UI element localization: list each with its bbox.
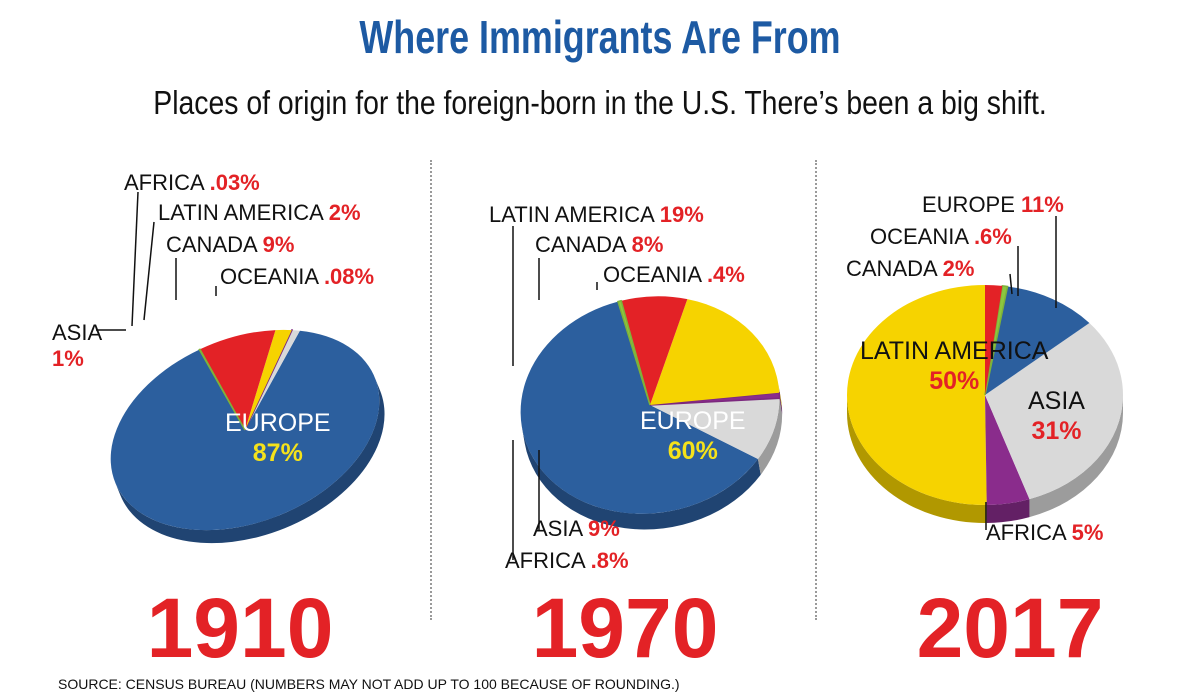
pie-slice-asia (650, 398, 780, 460)
pie-slice-canada (621, 296, 688, 405)
source-note: SOURCE: CENSUS BUREAU (NUMBERS MAY NOT A… (58, 676, 680, 692)
pie-side-europe (521, 427, 761, 530)
pie-slice-africa (649, 391, 781, 406)
chart-2017: EUROPE 11% OCEANIA .6% CANADA 2% LATIN A… (810, 150, 1200, 675)
pie-slice-canada (199, 330, 276, 430)
pie-slice-latin-america (245, 329, 292, 430)
label-asia-1970: ASIA 9% (533, 516, 620, 541)
leader-africa (131, 191, 139, 327)
pie-side-africa (986, 499, 1030, 523)
pie-side-europe (115, 377, 385, 544)
label-latin-america-2017: LATIN AMERICA 50% (860, 337, 1049, 395)
pie-slice-europe (520, 301, 758, 514)
label-latin-america-1910: LATIN AMERICA 2% (158, 200, 361, 225)
pie-slice-asia (985, 323, 1123, 500)
label-europe-2017: EUROPE 11% (922, 192, 1064, 217)
chart-title: Where Immigrants Are From (359, 11, 841, 63)
label-europe-1970: EUROPE 60% (640, 407, 746, 465)
pie-slice-latin-america (847, 285, 987, 505)
pie-1970 (512, 226, 783, 560)
label-canada-1970: CANADA 8% (535, 232, 664, 257)
pie-2017 (847, 216, 1123, 530)
divider-right (815, 160, 817, 620)
pie-side-latin-america (847, 395, 987, 523)
label-asia-1910: ASIA 1% (52, 320, 103, 371)
year-1970: 1970 (531, 581, 719, 675)
chart-1970: LATIN AMERICA 19% CANADA 8% OCEANIA .4% … (425, 150, 825, 675)
year-1910: 1910 (146, 581, 334, 675)
label-africa-1970: AFRICA .8% (505, 548, 629, 573)
pie-slice-oceania (198, 348, 246, 431)
label-europe-1910: EUROPE 87% (225, 409, 331, 467)
label-latin-america-1970: LATIN AMERICA 19% (489, 202, 704, 227)
pie-slice-europe (110, 330, 380, 531)
pie-slice-africa (244, 329, 294, 431)
divider-left (430, 160, 432, 620)
pie-group (520, 296, 783, 530)
label-oceania-2017: OCEANIA .6% (870, 224, 1012, 249)
leader-latin-america (143, 221, 155, 321)
chart-1910: AFRICA .03% LATIN AMERICA 2% CANADA 9% O… (40, 150, 440, 675)
label-africa-1910: AFRICA .03% (124, 170, 260, 195)
year-2017: 2017 (916, 581, 1104, 675)
leader-canada (1009, 273, 1013, 295)
pie-group (847, 285, 1123, 523)
pie-1910 (96, 191, 385, 544)
pie-side-asia (757, 398, 783, 475)
chart-subtitle: Places of origin for the foreign-born in… (153, 84, 1047, 121)
pie-slice-canada (985, 285, 1003, 395)
label-asia-2017: ASIA 31% (1028, 387, 1085, 445)
label-oceania-1970: OCEANIA .4% (603, 262, 745, 287)
label-oceania-1910: OCEANIA .08% (220, 264, 375, 289)
pie-slice-europe (985, 286, 1090, 395)
label-canada-2017: CANADA 2% (846, 256, 975, 281)
pie-side-asia (1029, 395, 1123, 518)
pie-slice-oceania (984, 285, 1009, 396)
pie-slice-oceania (617, 299, 651, 406)
pie-group (110, 329, 385, 544)
pie-slice-africa (985, 395, 1030, 505)
pie-slice-asia (245, 330, 300, 430)
label-africa-2017: AFRICA 5% (986, 520, 1104, 545)
pie-slice-latin-america (650, 299, 780, 405)
label-canada-1910: CANADA 9% (166, 232, 295, 257)
